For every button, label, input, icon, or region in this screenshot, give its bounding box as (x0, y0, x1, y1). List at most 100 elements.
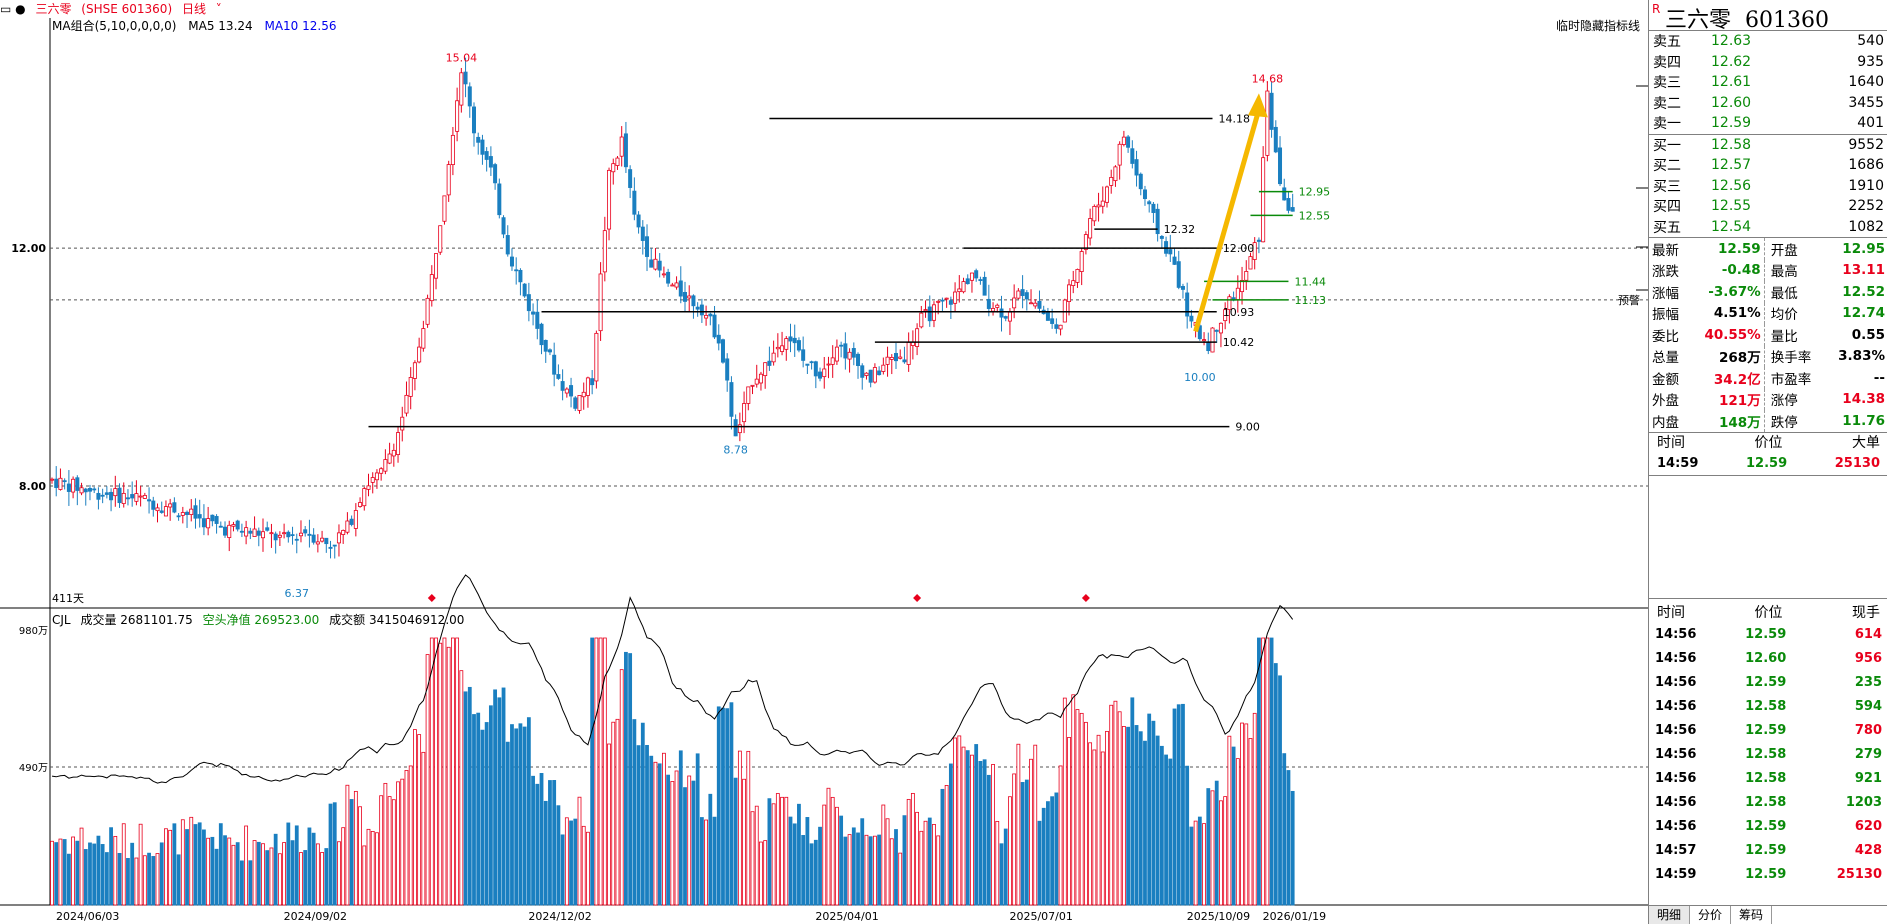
volume-bar (552, 780, 557, 906)
candle-body (999, 308, 1004, 318)
volume-bar (185, 829, 189, 906)
volume-bar (1181, 703, 1185, 906)
volume-bar (792, 823, 797, 906)
tab-1[interactable]: 分价 (1690, 906, 1732, 924)
quote-grid: 最新 12.59 开盘 12.95 涨跌 -0.48 最高 13.11 涨幅 -3.… (1649, 238, 1887, 433)
level-label: 12.95 (1299, 186, 1331, 199)
ask-row[interactable]: 卖二 12.60 3455 (1649, 93, 1887, 114)
tick-row[interactable]: 14:56 12.58 1203 (1649, 791, 1887, 815)
tab-0[interactable]: 明细 (1649, 906, 1691, 924)
candle-body (547, 349, 552, 353)
volume-bar (775, 793, 780, 906)
candle-body (434, 253, 439, 279)
candle-body (881, 364, 886, 372)
tick-volume: 956 (1854, 651, 1882, 666)
tick-row[interactable]: 14:56 12.59 620 (1649, 815, 1887, 839)
volume-bar (577, 796, 582, 906)
volume-bar (1151, 720, 1156, 906)
candle-body (1134, 159, 1139, 176)
quote-label: 振幅 (1652, 307, 1679, 324)
bid-row[interactable]: 买五 12.54 1082 (1649, 217, 1887, 238)
volume-bar (1071, 694, 1076, 906)
tick-row[interactable]: 14:56 12.59 780 (1649, 719, 1887, 743)
price-annotation: 8.78 (723, 444, 748, 457)
volume-bar (1134, 725, 1139, 906)
volume-bar (666, 774, 671, 906)
candle-body (425, 297, 430, 325)
ask-row[interactable]: 卖五 12.63 540 (1649, 31, 1887, 52)
volume-bar (868, 836, 873, 906)
candle-body (1012, 297, 1017, 309)
volume-indicator-selector[interactable]: CJL (52, 613, 71, 627)
date-tick-label: 2025/07/01 (1009, 910, 1072, 923)
tab-2[interactable]: 筹码 (1731, 906, 1773, 924)
candle-body (953, 291, 958, 304)
candle-body (269, 532, 274, 535)
date-tick-label: 2026/01/19 (1263, 910, 1326, 923)
bid-row[interactable]: 买一 12.58 9552 (1649, 135, 1887, 156)
tick-row[interactable]: 14:57 12.59 428 (1649, 839, 1887, 863)
candle-body (1037, 300, 1042, 309)
candle-body (130, 494, 135, 499)
candle-body (653, 258, 658, 270)
tick-row[interactable]: 14:56 12.58 279 (1649, 743, 1887, 767)
kline-svg: 12.00 8.00 预警 980万 490万 14.18 12.95 12.55 12.32 1… (0, 18, 1648, 923)
volume-bar (383, 782, 388, 906)
volume-bar (1020, 782, 1025, 906)
candle-body (560, 381, 565, 391)
tick-row[interactable]: 14:56 12.59 614 (1649, 623, 1887, 647)
candle-body (526, 294, 531, 312)
tick-row[interactable]: 14:56 12.58 921 (1649, 767, 1887, 791)
candle-body (645, 236, 650, 257)
quote-label: 金额 (1652, 371, 1679, 388)
bid-row[interactable]: 买三 12.56 1910 (1649, 176, 1887, 197)
kline-chart-area[interactable]: ▭ ● 三六零 (SHSE 601360) 日线 ˅ MA组合(5,10,0,0… (0, 0, 1648, 924)
candle-body (1083, 234, 1088, 250)
bid-row[interactable]: 买二 12.57 1686 (1649, 155, 1887, 176)
bid-price: 12.55 (1711, 198, 1752, 215)
window-control-icons[interactable]: ▭ ● (0, 2, 26, 16)
candle-body (864, 372, 869, 376)
big-order-row[interactable]: 14:59 12.59 25130 (1649, 453, 1887, 476)
candle-body (683, 291, 688, 302)
volume-bar (640, 722, 645, 906)
volume-bar (818, 826, 822, 906)
tick-row[interactable]: 14:59 12.59 25130 (1649, 863, 1887, 887)
volume-bar (231, 844, 236, 906)
volume-bar (1223, 796, 1228, 906)
volume-bar (780, 796, 784, 906)
volume-bar (864, 834, 869, 906)
indicator-selector[interactable]: MA组合(5,10,0,0,0,0) (52, 19, 177, 33)
volume-bar (510, 724, 514, 906)
period-selector[interactable]: 日线 ˅ (182, 2, 228, 16)
volume-bar (134, 857, 139, 906)
tick-row[interactable]: 14:56 12.60 956 (1649, 647, 1887, 671)
r-marker: R (1652, 2, 1661, 16)
volume-bar (147, 852, 151, 906)
hide-indicator-button[interactable]: 临时隐藏指标线 (1555, 19, 1640, 33)
volume-bar (628, 653, 633, 906)
candle-body (480, 139, 485, 155)
level-label: 14.18 (1219, 112, 1251, 125)
volume-bar (535, 783, 540, 906)
candle-body (640, 226, 645, 241)
ask-row[interactable]: 卖四 12.62 935 (1649, 52, 1887, 73)
tick-row[interactable]: 14:56 12.59 235 (1649, 671, 1887, 695)
tick-row[interactable]: 14:56 12.58 594 (1649, 695, 1887, 719)
ask-row[interactable]: 卖一 12.59 401 (1649, 113, 1887, 134)
candle-body (969, 272, 974, 281)
candle-body (358, 502, 363, 507)
candle-body (163, 506, 168, 517)
ask-row[interactable]: 卖三 12.61 1640 (1649, 72, 1887, 93)
volume-bar (615, 718, 620, 906)
candle-body (1071, 280, 1076, 286)
bid-price: 12.58 (1711, 136, 1752, 153)
candle-body (531, 311, 536, 315)
panel-stock-name: 三六零 601360 (1665, 8, 1829, 33)
volume-bar (1084, 721, 1088, 906)
volume-bar (607, 743, 611, 906)
price-annotation: 15.04 (446, 51, 478, 64)
bid-row[interactable]: 买四 12.55 2252 (1649, 196, 1887, 217)
candle-body (1079, 251, 1084, 272)
tick-price: 12.60 (1745, 651, 1787, 666)
